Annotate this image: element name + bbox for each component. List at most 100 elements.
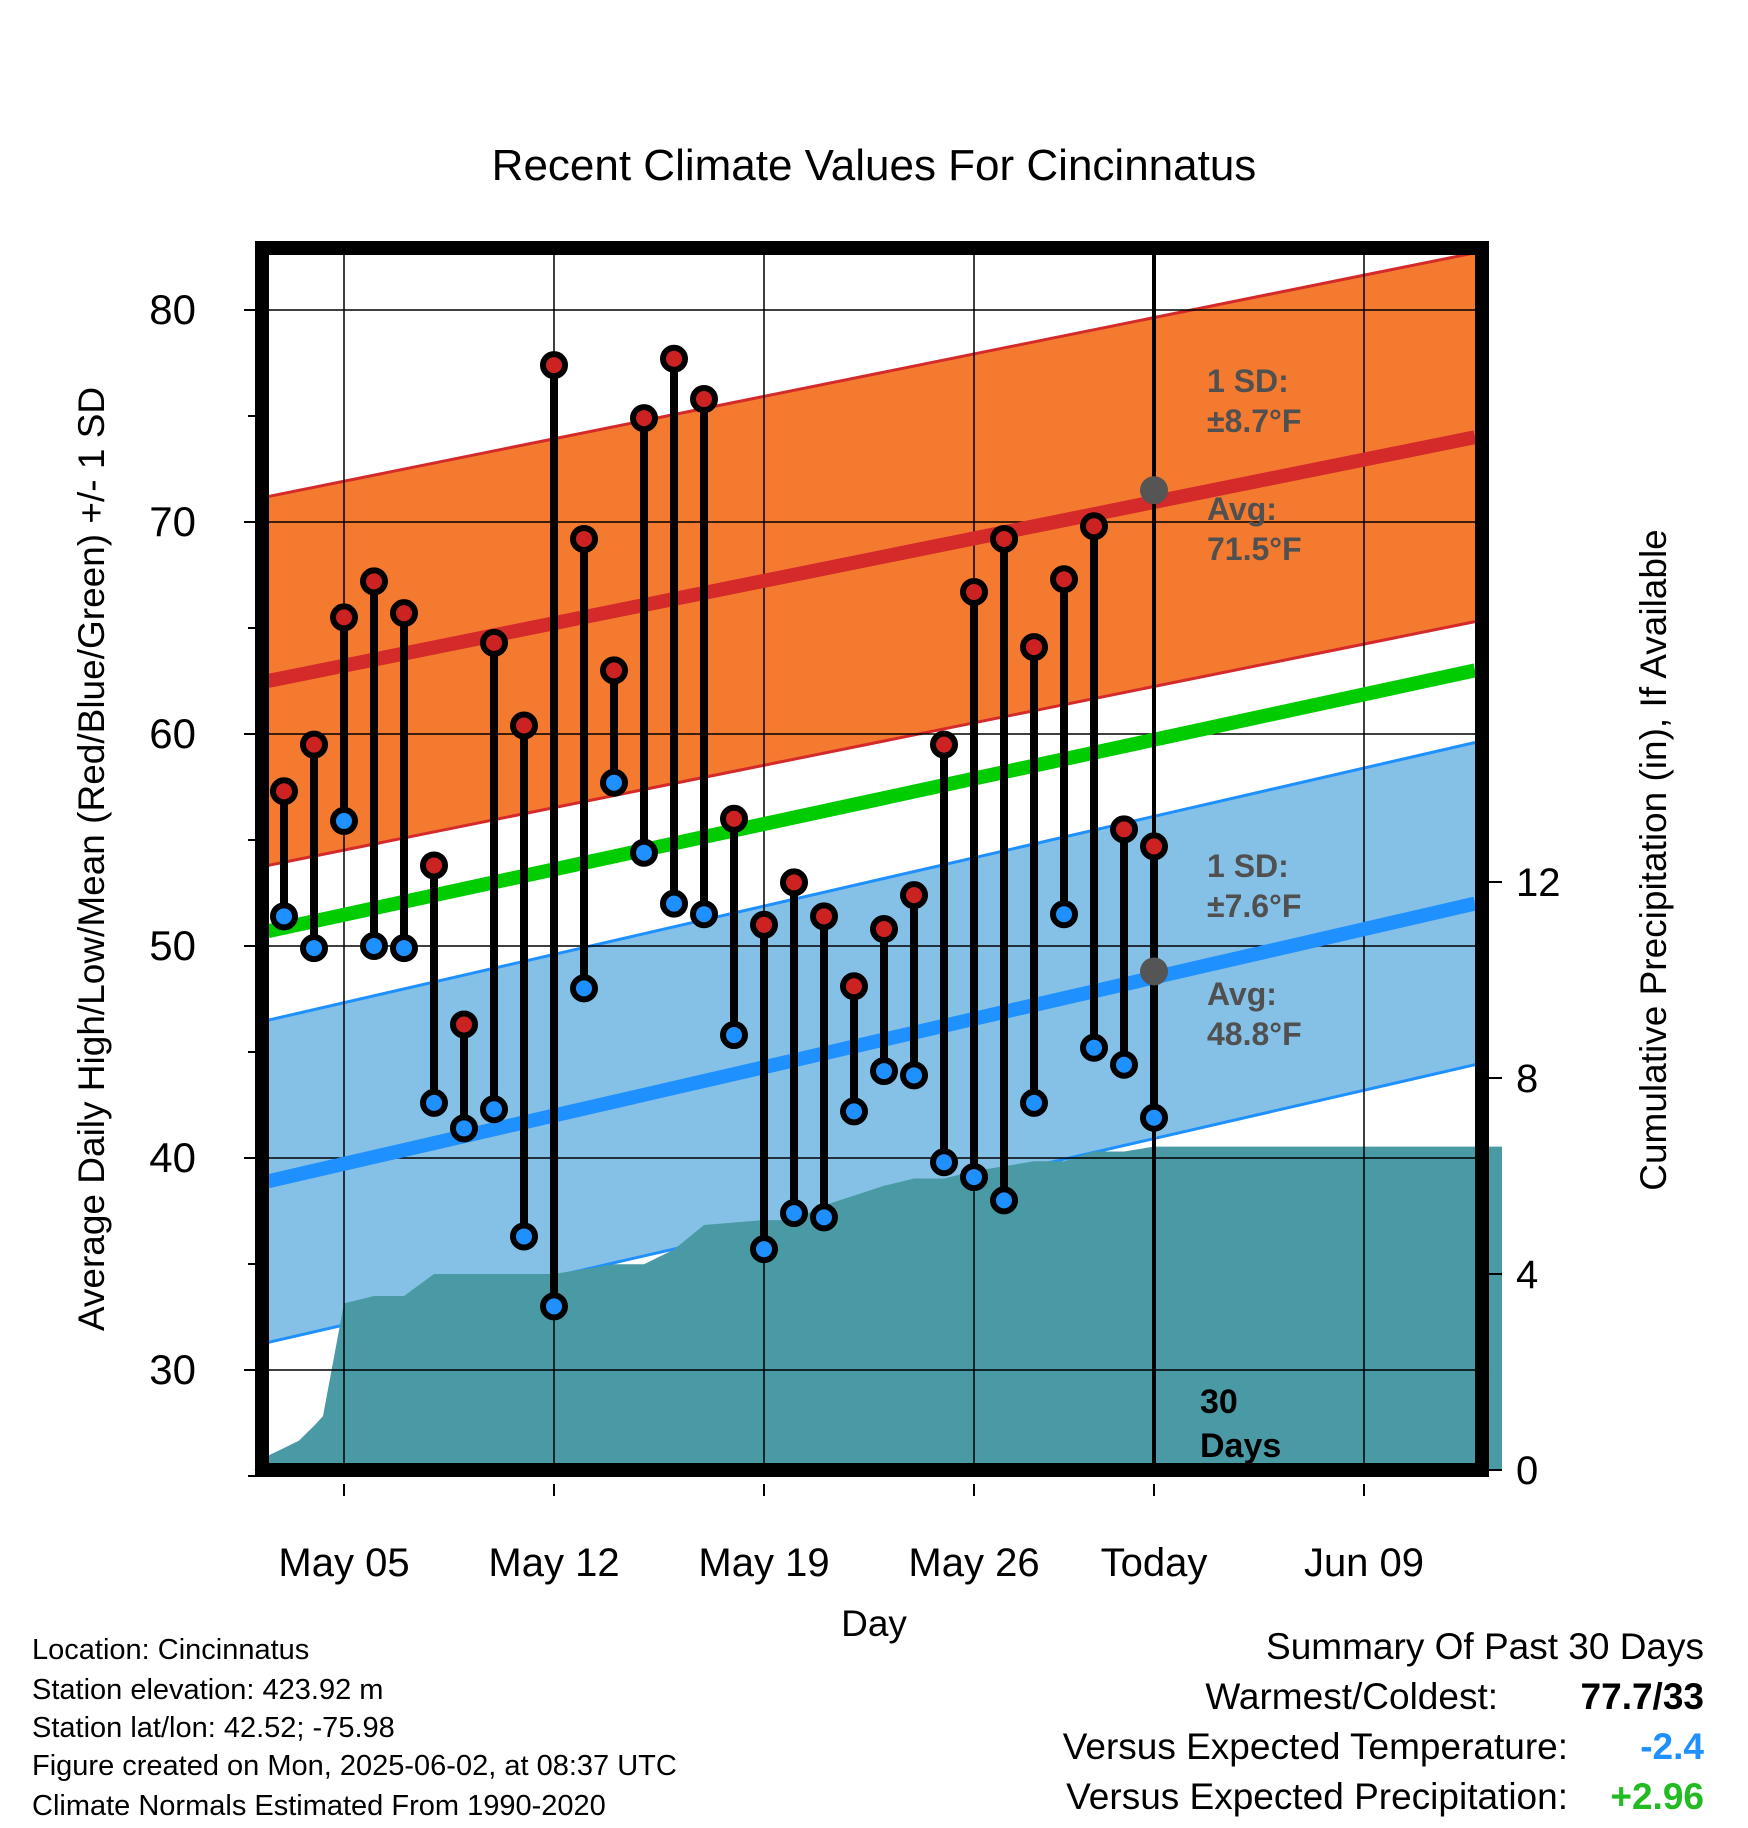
normal-high-band-lower bbox=[267, 620, 1476, 867]
daily-low-point bbox=[1080, 1033, 1108, 1062]
daily-low-point bbox=[600, 768, 628, 797]
y-tick-label: 60 bbox=[149, 710, 196, 757]
daily-high-point bbox=[1110, 815, 1138, 844]
y-tick-label: 80 bbox=[149, 286, 196, 333]
info-elevation: Station elevation: 423.92 m bbox=[32, 1674, 384, 1706]
info-normals: Climate Normals Estimated From 1990-2020 bbox=[32, 1790, 606, 1822]
normal-high-line bbox=[266, 430, 1477, 688]
normal-high-band-upper bbox=[267, 251, 1476, 499]
daily-high-point bbox=[660, 344, 688, 373]
x-tick-label: May 19 bbox=[698, 1541, 829, 1585]
daily-low-point bbox=[510, 1222, 538, 1251]
y2-tick-label: 12 bbox=[1516, 861, 1561, 905]
info-location: Location: Cincinnatus bbox=[32, 1634, 310, 1666]
summary-precip-label: Versus Expected Precipitation: bbox=[1066, 1776, 1568, 1817]
daily-high-point bbox=[510, 711, 538, 740]
daily-low-point bbox=[480, 1095, 508, 1124]
summary-title: Summary Of Past 30 Days bbox=[1266, 1626, 1704, 1667]
daily-low-point bbox=[840, 1097, 868, 1126]
x-tick-label: May 05 bbox=[278, 1541, 409, 1585]
daily-low-point bbox=[420, 1088, 448, 1117]
y2-axis-label: Cumulative Precipitation (in), If Availa… bbox=[1633, 529, 1674, 1191]
low-sd-annotation: 1 SD: ±7.6°F bbox=[1207, 848, 1301, 924]
daily-low-point bbox=[930, 1148, 958, 1177]
y-tick-label: 70 bbox=[149, 498, 196, 545]
daily-low-point bbox=[630, 838, 658, 867]
daily-high-point bbox=[810, 902, 838, 931]
daily-high-point bbox=[630, 404, 658, 433]
daily-low-point bbox=[540, 1292, 568, 1321]
chart-title: Recent Climate Values For Cincinnatus bbox=[492, 141, 1257, 190]
x-axis-label: Day bbox=[841, 1603, 907, 1644]
y-tick-label: 30 bbox=[149, 1346, 196, 1393]
daily-high-point bbox=[270, 777, 298, 806]
daily-high-point bbox=[570, 524, 598, 553]
y-tick-label: 50 bbox=[149, 922, 196, 969]
daily-high-point bbox=[900, 881, 928, 910]
high-sd-annotation: 1 SD: ±8.7°F bbox=[1207, 363, 1301, 439]
daily-high-point bbox=[720, 804, 748, 833]
daily-low-point bbox=[1050, 900, 1078, 929]
x-tick-label: May 12 bbox=[488, 1541, 619, 1585]
daily-high-point bbox=[990, 524, 1018, 553]
today-days-label: 30 Days bbox=[1200, 1383, 1281, 1465]
daily-high-point bbox=[300, 730, 328, 759]
daily-high-point bbox=[600, 656, 628, 685]
daily-high-point bbox=[540, 351, 568, 380]
y2-tick-label: 8 bbox=[1516, 1057, 1538, 1101]
daily-high-point bbox=[390, 599, 418, 628]
daily-low-point bbox=[810, 1203, 838, 1232]
daily-low-point bbox=[720, 1021, 748, 1050]
daily-low-point bbox=[900, 1061, 928, 1090]
daily-low-point bbox=[990, 1186, 1018, 1215]
daily-low-point bbox=[750, 1235, 778, 1264]
daily-low-point bbox=[450, 1114, 478, 1143]
daily-low-point bbox=[870, 1057, 898, 1086]
daily-high-point bbox=[360, 567, 388, 596]
daily-high-point bbox=[450, 1010, 478, 1039]
y2-tick-label: 0 bbox=[1516, 1449, 1538, 1493]
high-avg-annotation: Avg: 71.5°F bbox=[1207, 491, 1302, 567]
daily-low-point bbox=[780, 1199, 808, 1228]
summary-warmest-label: Warmest/Coldest: bbox=[1205, 1676, 1498, 1717]
normal-mean-line bbox=[266, 663, 1477, 939]
daily-low-point bbox=[960, 1163, 988, 1192]
y-tick-label: 40 bbox=[149, 1134, 196, 1181]
summary-temp-label: Versus Expected Temperature: bbox=[1062, 1726, 1568, 1767]
daily-high-point bbox=[690, 385, 718, 414]
y2-tick-label: 4 bbox=[1516, 1253, 1538, 1297]
daily-high-point bbox=[780, 868, 808, 897]
summary-warmest-value: 77.7/33 bbox=[1580, 1676, 1704, 1717]
low-avg-annotation: Avg: 48.8°F bbox=[1207, 976, 1302, 1052]
daily-high-point bbox=[330, 603, 358, 632]
daily-low-point bbox=[570, 974, 598, 1003]
daily-high-point bbox=[1080, 512, 1108, 541]
daily-low-point bbox=[390, 934, 418, 963]
x-tick-label: Jun 09 bbox=[1304, 1541, 1424, 1585]
daily-low-point bbox=[690, 900, 718, 929]
daily-low-point bbox=[1140, 1103, 1168, 1132]
daily-low-point bbox=[270, 902, 298, 931]
daily-low-point bbox=[1020, 1088, 1048, 1117]
daily-high-point bbox=[1020, 633, 1048, 662]
daily-low-point bbox=[1110, 1050, 1138, 1079]
info-latlon: Station lat/lon: 42.52; -75.98 bbox=[32, 1712, 395, 1744]
x-tick-label: May 26 bbox=[908, 1541, 1039, 1585]
precipitation-area bbox=[254, 1146, 1502, 1470]
daily-high-point bbox=[930, 730, 958, 759]
daily-high-point bbox=[1050, 565, 1078, 594]
daily-low-point bbox=[330, 806, 358, 835]
y-axis-label: Average Daily High/Low/Mean (Red/Blue/Gr… bbox=[71, 387, 112, 1331]
avg-low-marker bbox=[1140, 957, 1168, 986]
plot-frame bbox=[255, 241, 1489, 1477]
daily-high-point bbox=[420, 851, 448, 880]
daily-high-point bbox=[1140, 832, 1168, 861]
daily-high-point bbox=[840, 972, 868, 1001]
info-created: Figure created on Mon, 2025-06-02, at 08… bbox=[32, 1750, 677, 1782]
daily-high-point bbox=[960, 577, 988, 606]
summary-precip-value: +2.96 bbox=[1610, 1776, 1704, 1817]
daily-high-point bbox=[480, 628, 508, 657]
daily-high-point bbox=[870, 915, 898, 944]
normal-low-band-upper bbox=[267, 741, 1476, 1022]
